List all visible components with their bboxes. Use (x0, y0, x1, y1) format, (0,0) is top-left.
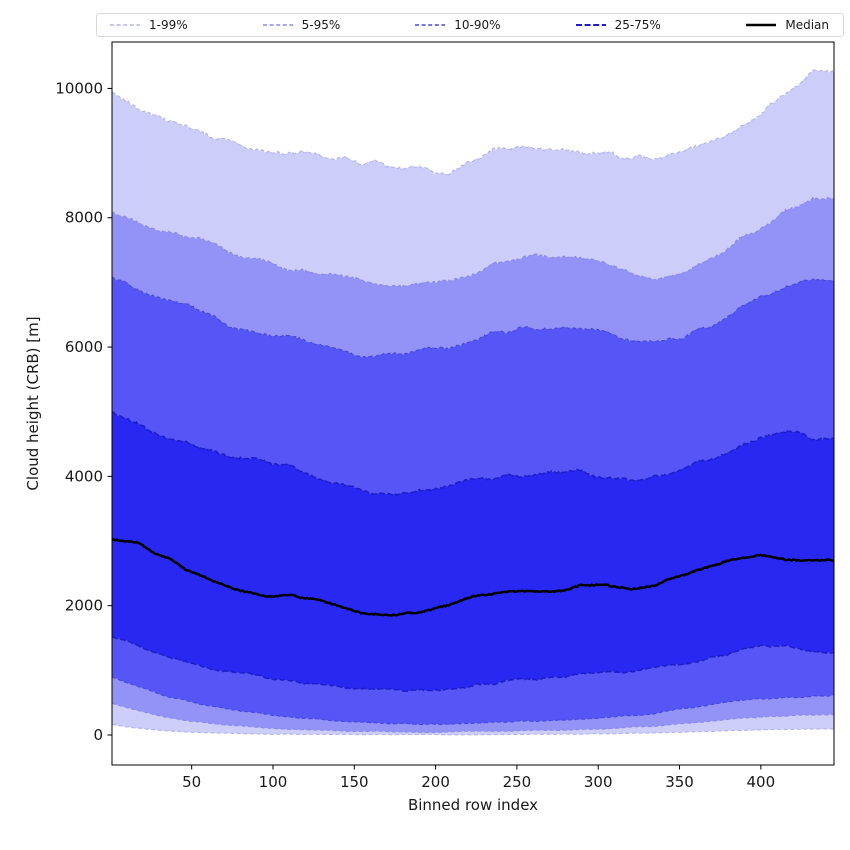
x-tick-label: 350 (665, 773, 694, 791)
legend-line-sample-icon (746, 23, 777, 27)
percentile-line-p95 (112, 196, 834, 288)
x-tick-label: 300 (584, 773, 613, 791)
y-tick-label: 0 (93, 726, 103, 744)
x-tick-label: 50 (182, 773, 201, 791)
y-axis-label: Cloud height (CRB) [m] (24, 316, 42, 490)
legend-item-25-75%: 25-75% (575, 18, 661, 32)
axes-frame (111, 41, 835, 766)
legend-line-sample-icon (415, 24, 446, 26)
legend-item-median: Median (745, 18, 829, 32)
legend-line-sample-icon (262, 24, 293, 26)
x-tick-label: 250 (503, 773, 532, 791)
legend-label: 10-90% (454, 18, 501, 32)
y-tick-label: 4000 (65, 467, 103, 485)
percentile-line-p75 (112, 411, 834, 497)
x-tick-label: 100 (259, 773, 288, 791)
legend-item-5-95%: 5-95% (262, 18, 341, 32)
chart-legend: 1-99% 5-95% 10-90% 25-75% Median (96, 13, 844, 37)
y-tick-label: 6000 (65, 338, 103, 356)
legend-label: 5-95% (301, 18, 341, 32)
legend-item-10-90%: 10-90% (414, 18, 501, 32)
bands-group (112, 69, 834, 736)
legend-label: 1-99% (149, 18, 188, 32)
x-tick-label: 200 (421, 773, 450, 791)
percentile-line-p10 (112, 676, 834, 726)
y-tick-label: 2000 (65, 597, 103, 615)
x-tick-label: 150 (340, 773, 369, 791)
percentile-line-p1 (112, 723, 834, 736)
legend-item-1-99%: 1-99% (109, 18, 188, 32)
percentile-line-p99 (112, 69, 834, 176)
legend-label: Median (785, 18, 829, 32)
x-tick-label: 400 (747, 773, 776, 791)
y-tick-label: 10000 (55, 79, 103, 97)
x-axis-label: Binned row index (408, 796, 538, 814)
median-line (112, 537, 834, 617)
percentile-line-p25 (112, 636, 834, 693)
percentile-band-25-75% (112, 412, 834, 692)
percentile-line-p90 (112, 276, 834, 359)
y-tick-label: 8000 (65, 209, 103, 227)
percentile-line-p5 (112, 702, 834, 734)
legend-line-sample-icon (575, 24, 606, 26)
legend-line-sample-icon (110, 24, 140, 26)
legend-label: 25-75% (614, 18, 661, 32)
